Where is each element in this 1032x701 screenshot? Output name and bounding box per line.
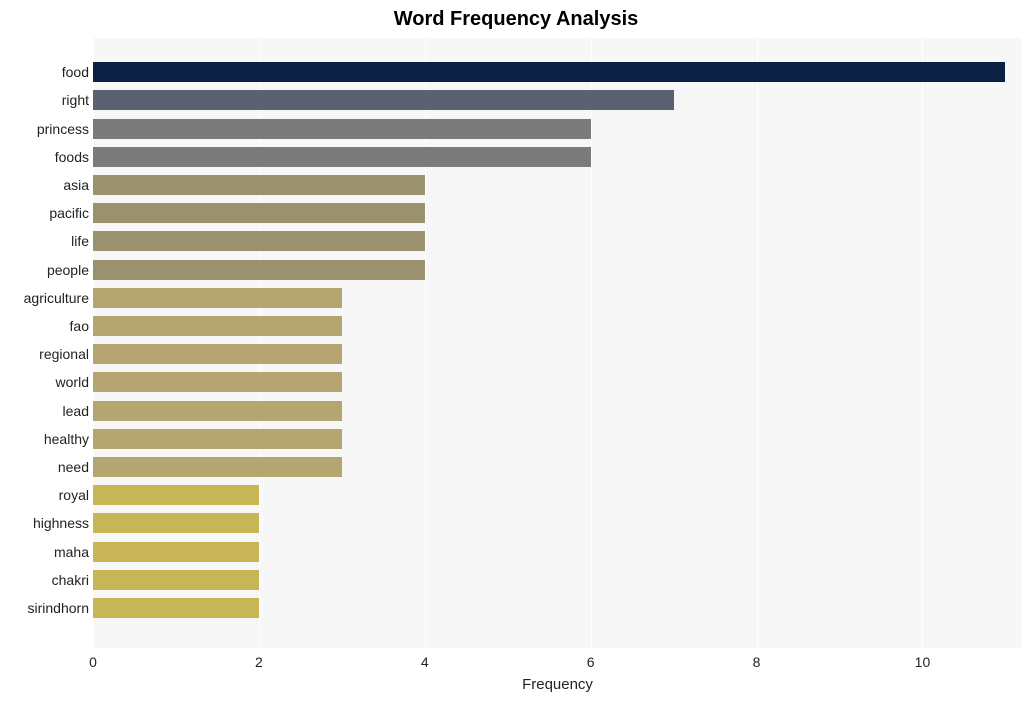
bar (93, 175, 425, 195)
y-tick-label: world (56, 374, 89, 390)
y-tick-label: sirindhorn (28, 600, 89, 616)
plot-area (93, 38, 1022, 648)
y-tick-label: lead (63, 403, 89, 419)
x-tick-label: 6 (587, 654, 595, 670)
y-tick-label: chakri (52, 572, 89, 588)
bar (93, 119, 591, 139)
y-tick-label: life (71, 233, 89, 249)
y-tick-label: asia (63, 177, 89, 193)
x-axis-label: Frequency (93, 676, 1022, 693)
bar (93, 570, 259, 590)
y-tick-label: highness (33, 515, 89, 531)
x-tick-label: 2 (255, 654, 263, 670)
bar (93, 62, 1005, 82)
gridline (591, 38, 592, 648)
chart-title: Word Frequency Analysis (0, 8, 1032, 31)
bar (93, 372, 342, 392)
bar (93, 429, 342, 449)
y-tick-label: agriculture (24, 290, 89, 306)
bar (93, 513, 259, 533)
y-tick-label: foods (55, 149, 89, 165)
y-tick-label: food (62, 64, 89, 80)
bar (93, 485, 259, 505)
bar (93, 90, 674, 110)
bar (93, 288, 342, 308)
x-tick-label: 8 (753, 654, 761, 670)
bar (93, 542, 259, 562)
bar (93, 203, 425, 223)
bar (93, 316, 342, 336)
y-tick-label: royal (59, 487, 89, 503)
y-tick-label: need (58, 459, 89, 475)
y-tick-label: princess (37, 121, 89, 137)
bar (93, 457, 342, 477)
y-tick-label: regional (39, 346, 89, 362)
bar (93, 598, 259, 618)
y-tick-label: pacific (49, 205, 89, 221)
y-tick-label: maha (54, 544, 89, 560)
bar (93, 231, 425, 251)
gridline (757, 38, 758, 648)
y-tick-label: fao (70, 318, 89, 334)
x-tick-label: 10 (915, 654, 931, 670)
chart-container: Word Frequency Analysis Frequency food ri… (0, 0, 1032, 701)
bar (93, 260, 425, 280)
bar (93, 344, 342, 364)
x-tick-label: 4 (421, 654, 429, 670)
bar (93, 147, 591, 167)
y-tick-label: people (47, 262, 89, 278)
bar (93, 401, 342, 421)
x-tick-label: 0 (89, 654, 97, 670)
gridline (922, 38, 923, 648)
y-tick-label: right (62, 92, 89, 108)
y-tick-label: healthy (44, 431, 89, 447)
